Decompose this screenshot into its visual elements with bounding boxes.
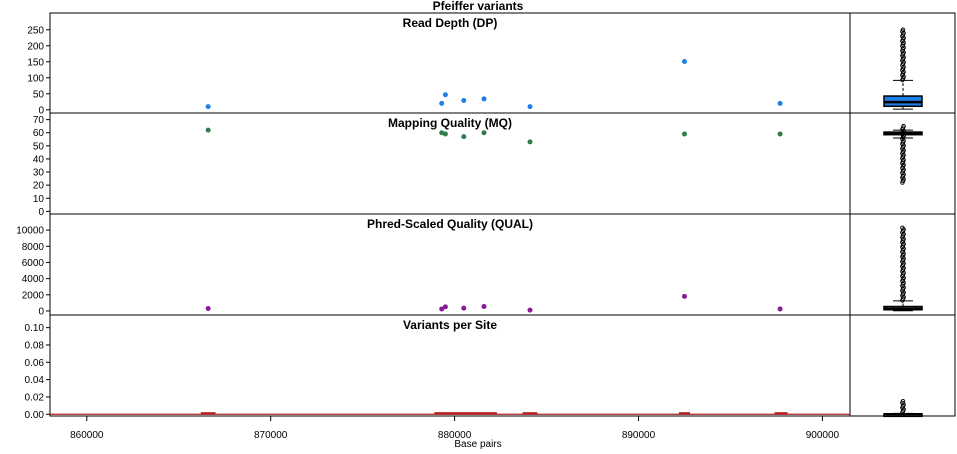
- y-tick-label: 8000: [22, 242, 45, 253]
- chart-panels: 0 50 100 150 200 250 Read Depth (DP) 0 10 20 30 40 5…: [16, 12, 956, 421]
- data-point: [681, 293, 687, 299]
- data-point: [205, 306, 211, 312]
- panel-qual: 0 2000 4000 6000 8000 10000 Phred-Scaled Quali…: [16, 213, 956, 317]
- boxplot-qual: [883, 225, 923, 312]
- data-point: [439, 100, 445, 106]
- y-tick-label: 0.06: [25, 358, 45, 369]
- data-point: [527, 104, 533, 110]
- data-point: [777, 100, 783, 106]
- y-tick-label: 2000: [22, 290, 45, 301]
- data-point: [442, 131, 448, 137]
- data-point: [205, 127, 211, 133]
- data-point: [481, 130, 487, 136]
- panel-title-vps: Variants per Site: [403, 318, 497, 332]
- y-tick-label: 60: [33, 128, 45, 139]
- y-tick-label: 0: [38, 306, 44, 317]
- y-tick-label: 20: [33, 181, 45, 192]
- panel-vps: 0.00 0.02 0.04 0.06 0.08 0.10 Variants per Sit…: [25, 314, 956, 421]
- y-tick-label: 50: [33, 89, 45, 100]
- y-tick-label: 150: [27, 57, 44, 68]
- y-tick-label: 30: [33, 168, 45, 179]
- y-tick-label: 0.10: [25, 323, 45, 334]
- boxplot-vps: [883, 399, 923, 418]
- panel-title-dp: Read Depth (DP): [403, 16, 498, 30]
- y-tick-label: 0: [38, 105, 44, 116]
- data-point: [527, 307, 533, 313]
- chart-title: Pfeiffer variants: [433, 0, 524, 13]
- y-tick-label: 10000: [16, 226, 44, 237]
- x-tick-label: 860000: [70, 430, 104, 441]
- panel-title-mq: Mapping Quality (MQ): [388, 116, 512, 130]
- y-tick-label: 50: [33, 141, 45, 152]
- panel-dp: 0 50 100 150 200 250 Read Depth (DP): [27, 12, 956, 116]
- y-tick-label: 6000: [22, 258, 45, 269]
- y-tick-label: 0.04: [25, 375, 45, 386]
- data-point: [777, 131, 783, 137]
- y-tick-label: 40: [33, 154, 45, 165]
- y-tick-label: 0: [38, 207, 44, 218]
- y-tick-label: 0.08: [25, 340, 45, 351]
- boxplot-outlier: [900, 399, 906, 404]
- y-tick-label: 100: [27, 73, 44, 84]
- panel-title-qual: Phred-Scaled Quality (QUAL): [367, 217, 533, 231]
- panel-mq: 0 10 20 30 40 50 60 70 Mapping Quality (MQ): [33, 112, 956, 218]
- y-tick-label: 250: [27, 25, 44, 36]
- data-point: [777, 306, 783, 312]
- data-point: [461, 98, 467, 104]
- y-tick-label: 0.00: [25, 410, 45, 421]
- y-tick-label: 4000: [22, 274, 45, 285]
- data-point: [442, 304, 448, 310]
- data-point: [461, 305, 467, 311]
- data-point: [481, 304, 487, 310]
- x-axis: 860000 870000 880000 890000 900000: [70, 415, 840, 441]
- data-point: [681, 131, 687, 137]
- boxplot-outlier: [900, 27, 906, 33]
- y-tick-label: 10: [33, 194, 45, 205]
- x-tick-label: 880000: [438, 430, 472, 441]
- x-tick-label: 890000: [622, 430, 656, 441]
- x-tick-label: 900000: [806, 430, 840, 441]
- data-point: [461, 134, 467, 140]
- x-axis-label: Base pairs: [454, 439, 501, 450]
- y-tick-label: 70: [33, 115, 45, 126]
- y-tick-label: 200: [27, 41, 44, 52]
- x-tick-label: 870000: [254, 430, 288, 441]
- data-point: [681, 58, 687, 64]
- data-point: [481, 96, 487, 102]
- data-point: [442, 92, 448, 98]
- data-point: [439, 306, 445, 312]
- boxplot-mq: [883, 123, 923, 185]
- boxplot-dp: [883, 27, 923, 110]
- data-point: [527, 139, 533, 145]
- boxplot-outlier: [901, 123, 906, 129]
- boxplot-outlier: [900, 225, 905, 230]
- data-point: [205, 104, 211, 110]
- y-tick-label: 0.02: [25, 392, 45, 403]
